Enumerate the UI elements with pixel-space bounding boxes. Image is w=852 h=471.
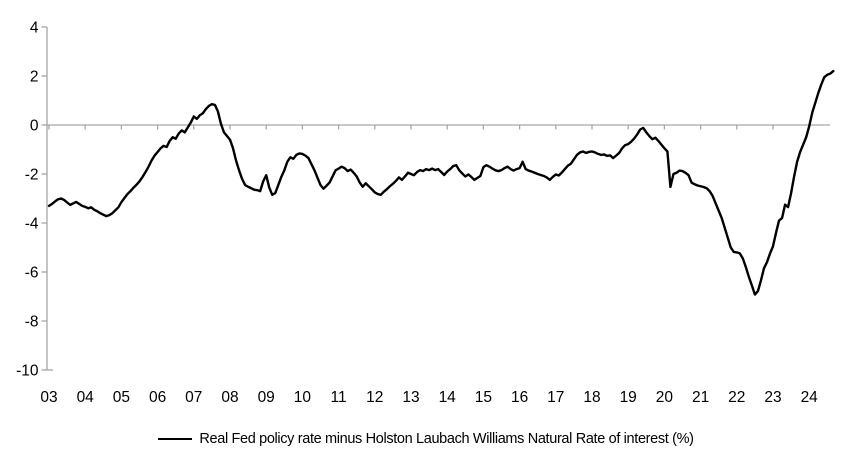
x-axis-tick-label: 11 [331,389,347,406]
legend-label: Real Fed policy rate minus Holston Lauba… [199,431,694,447]
y-axis-tick-label: 0 [30,118,39,135]
legend-line-sample [158,438,193,440]
x-axis-tick-label: 21 [692,389,709,406]
x-axis-tick-label: 13 [402,389,419,406]
x-axis-tick-label: 15 [475,389,492,406]
x-axis-tick-label: 08 [221,389,238,406]
y-axis-tick-label: -6 [25,265,39,282]
y-axis-tick-label: 4 [30,20,39,37]
y-axis-tick-label: -8 [25,314,39,331]
x-axis-tick-label: 24 [801,389,819,406]
x-axis-tick-label: 07 [185,389,202,406]
y-axis-tick-label: 2 [30,69,39,86]
axes-layer [41,26,830,371]
x-axis-tick-label: 20 [656,389,674,406]
x-axis-tick-label: 17 [547,389,564,406]
x-axis-tick-label: 06 [149,389,166,406]
x-axis-tick-label: 22 [728,389,745,406]
x-axis-tick-label: 10 [294,389,312,406]
y-axis-tick-label: -2 [25,167,39,184]
x-axis-tick-label: 12 [366,389,383,406]
x-axis-tick-label: 04 [77,389,95,406]
x-axis-tick-label: 16 [511,389,528,406]
y-axis-tick-label: -4 [25,216,39,233]
x-axis-tick-label: 23 [764,389,781,406]
x-axis-tick-label: 18 [583,389,600,406]
y-axis-tick-label: -10 [16,363,39,380]
data-line-series [47,69,835,296]
x-axis-tick-label: 05 [113,389,130,406]
x-axis-tick-label: 19 [620,389,637,406]
x-axis-tick-label: 09 [258,389,275,406]
x-axis-tick-label: 03 [40,389,57,406]
series-layer [47,69,835,296]
chart-legend: Real Fed policy rate minus Holston Lauba… [0,431,852,447]
x-axis-tick-label: 14 [439,389,457,406]
